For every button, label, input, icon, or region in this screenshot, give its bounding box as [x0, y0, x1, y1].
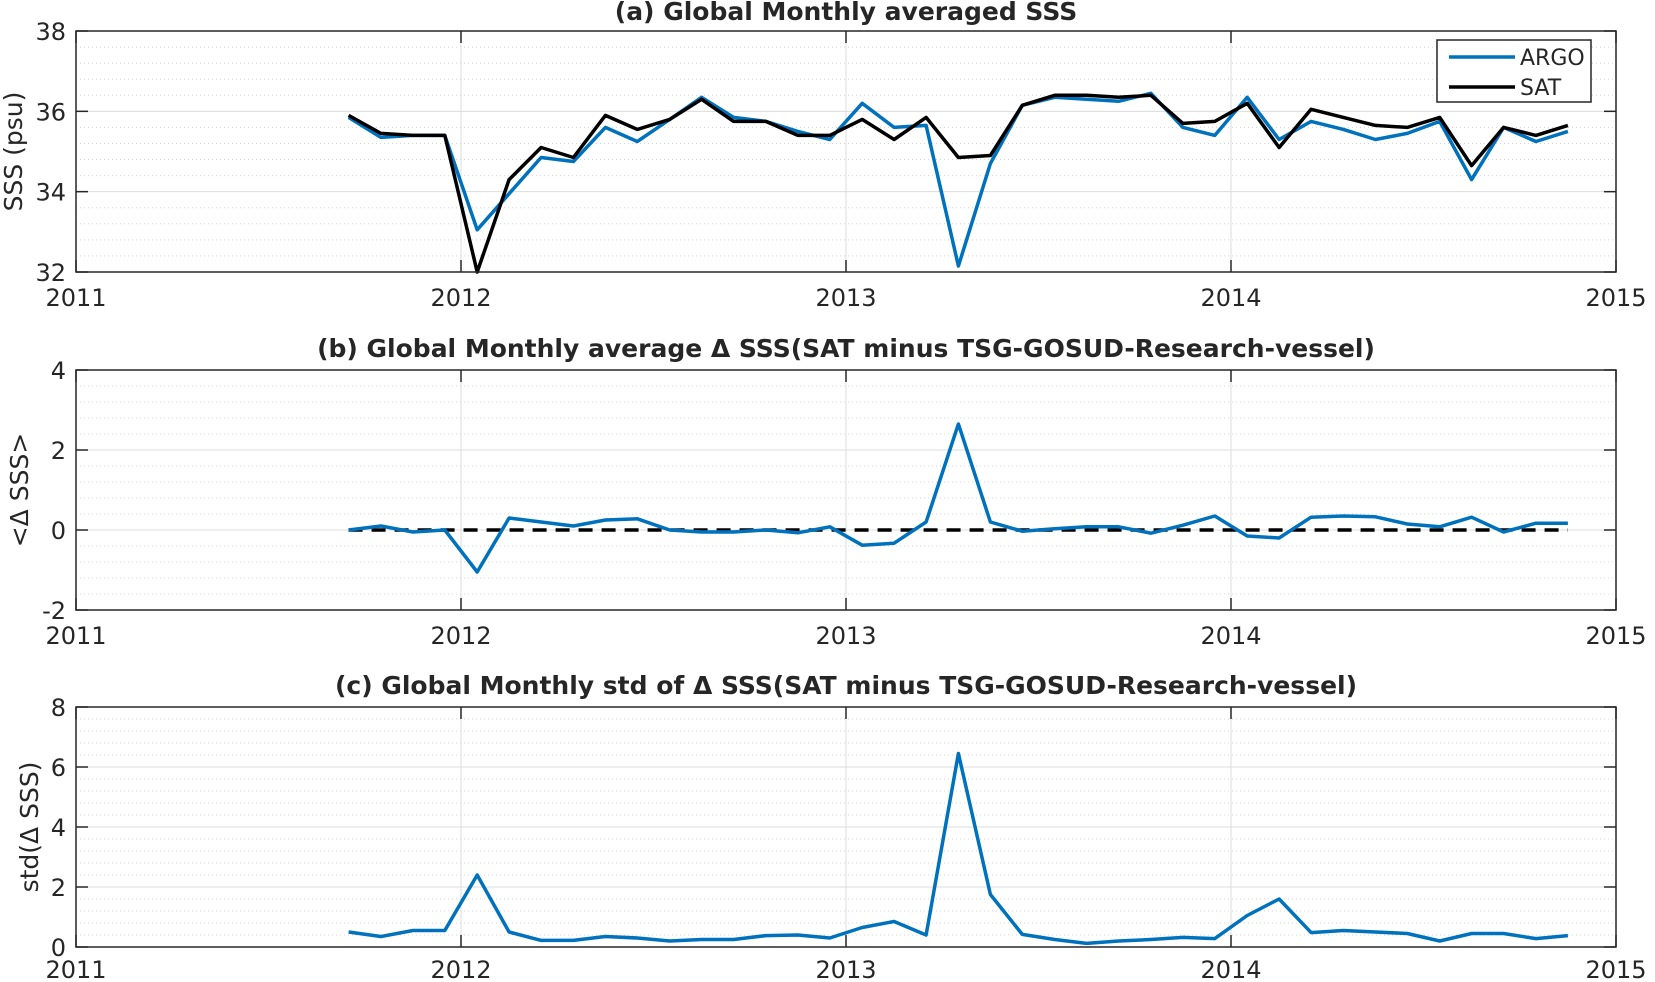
x-tick-label: 2013: [815, 284, 876, 312]
legend-label-sat: SAT: [1520, 76, 1562, 101]
y-tick-label: 0: [51, 517, 66, 545]
series-line-argo: [347, 91, 1569, 268]
series-line-delta-sss: [348, 422, 1568, 574]
x-tick-label: 2012: [430, 956, 491, 982]
y-axis-label: <Δ SSS>: [5, 433, 34, 548]
x-tick-label: 2013: [815, 956, 876, 982]
y-tick-label: 34: [35, 179, 66, 207]
y-axis-label: SSS (psu): [0, 92, 28, 212]
y-tick-label: 36: [35, 98, 66, 126]
y-tick-label: 4: [51, 357, 66, 385]
y-tick-label: 6: [51, 754, 66, 782]
series-line-delta-sss: [348, 751, 1569, 946]
panel-b: -2 0 2 4 2011 2012 2013 2014 2015 (b) Global Mont…: [5, 334, 1647, 650]
x-tick-label: 2014: [1200, 956, 1261, 982]
x-tick-label: 2012: [430, 622, 491, 650]
x-tick-label: 2014: [1200, 284, 1261, 312]
y-axis-label: std(Δ SSS): [15, 762, 44, 893]
y-tick-label: -2: [42, 597, 66, 625]
x-tick-label: 2015: [1585, 622, 1646, 650]
x-tick-label: 2013: [815, 622, 876, 650]
chart-title: (c) Global Monthly std of Δ SSS(SAT minu…: [335, 671, 1357, 700]
legend-box: [1436, 39, 1592, 103]
y-tick-label: 2: [51, 437, 66, 465]
x-tick-label: 2014: [1200, 622, 1261, 650]
y-tick-label: 2: [51, 874, 66, 902]
y-tick-label: 32: [35, 259, 66, 287]
panel-c: 0 2 4 6 8 2011 2012 2013 2014 2015 (c) Global Mont…: [15, 671, 1647, 982]
series-line-sat: [347, 93, 1569, 274]
panel-a: 32 34 36 38 2011 2012 2013 2014 2015 (a) Global M…: [0, 0, 1647, 312]
legend: ARGO SAT: [1436, 39, 1592, 103]
x-tick-label: 2011: [45, 622, 106, 650]
x-tick-label: 2012: [430, 284, 491, 312]
y-tick-label: 0: [51, 934, 66, 962]
y-tick-label: 8: [51, 694, 66, 722]
legend-label-argo: ARGO: [1520, 46, 1585, 71]
y-tick-label: 38: [35, 18, 66, 46]
chart-title: (a) Global Monthly averaged SSS: [615, 0, 1077, 26]
x-tick-label: 2015: [1585, 284, 1646, 312]
x-tick-label: 2011: [45, 956, 106, 982]
x-tick-label: 2011: [45, 284, 106, 312]
y-tick-label: 4: [51, 814, 66, 842]
chart-title: (b) Global Monthly average Δ SSS(SAT min…: [317, 334, 1375, 363]
x-tick-label: 2015: [1585, 956, 1646, 982]
